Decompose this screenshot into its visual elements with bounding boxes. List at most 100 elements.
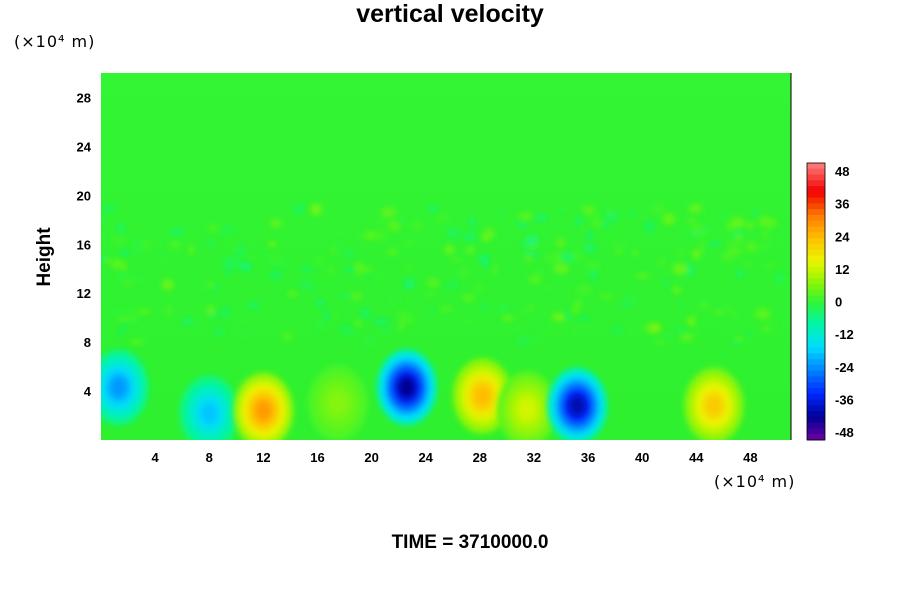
turbulence-speckle bbox=[745, 262, 752, 269]
turbulence-speckle bbox=[450, 257, 463, 262]
colorbar-segment bbox=[807, 307, 825, 314]
colorbar-segment bbox=[807, 359, 825, 366]
turbulence-speckle bbox=[345, 291, 361, 300]
turbulence-speckle bbox=[206, 281, 214, 290]
turbulence-speckle bbox=[574, 298, 582, 310]
y-tick-label: 16 bbox=[77, 237, 91, 252]
turbulence-speckle bbox=[376, 270, 388, 281]
colorbar-segment bbox=[807, 180, 825, 187]
colorbar-segment bbox=[807, 411, 825, 418]
turbulence-speckle bbox=[159, 254, 169, 260]
turbulence-speckle bbox=[651, 322, 662, 334]
colorbar-segment bbox=[807, 214, 825, 222]
turbulence-speckle bbox=[677, 249, 686, 257]
turbulence-speckle bbox=[691, 224, 697, 233]
turbulence-speckle bbox=[679, 333, 694, 342]
turbulence-speckle bbox=[373, 318, 390, 325]
turbulence-speckle bbox=[376, 218, 385, 228]
turbulence-speckle bbox=[425, 292, 436, 297]
turbulence-speckle bbox=[578, 316, 590, 321]
velocity-contour bbox=[705, 395, 722, 416]
turbulence-speckle bbox=[663, 279, 669, 289]
turbulence-speckle bbox=[333, 311, 339, 318]
velocity-contour bbox=[255, 400, 272, 421]
turbulence-speckle bbox=[364, 230, 377, 240]
turbulence-speckle bbox=[632, 250, 638, 256]
turbulence-speckle bbox=[532, 331, 539, 344]
turbulence-speckle bbox=[746, 222, 754, 228]
turbulence-speckle bbox=[556, 237, 565, 249]
turbulence-speckle bbox=[583, 241, 589, 246]
turbulence-speckle bbox=[282, 333, 292, 340]
colorbar-segment bbox=[807, 370, 825, 377]
turbulence-speckle bbox=[736, 269, 743, 279]
x-axis-unit: (×10⁴ m) bbox=[714, 472, 796, 491]
turbulence-speckle bbox=[462, 293, 476, 302]
turbulence-speckle bbox=[653, 203, 665, 215]
turbulence-speckle bbox=[658, 259, 664, 266]
turbulence-speckle bbox=[365, 335, 375, 346]
colorbar-segment bbox=[807, 336, 825, 343]
turbulence-speckle bbox=[753, 210, 759, 217]
turbulence-speckle bbox=[552, 312, 567, 322]
turbulence-speckle bbox=[117, 224, 124, 234]
turbulence-speckle bbox=[313, 257, 326, 266]
turbulence-speckle bbox=[103, 204, 115, 213]
turbulence-speckle bbox=[603, 210, 619, 222]
turbulence-speckle bbox=[346, 249, 354, 259]
turbulence-speckle bbox=[129, 339, 145, 345]
x-tick-label: 48 bbox=[743, 450, 757, 465]
feature-layer bbox=[101, 349, 744, 440]
turbulence-speckle bbox=[646, 227, 654, 234]
colorbar-tick-label: 36 bbox=[835, 197, 849, 212]
turbulence-speckle bbox=[261, 248, 267, 259]
colorbar-segment bbox=[807, 295, 825, 302]
plot-area bbox=[101, 73, 791, 440]
turbulence-speckle bbox=[497, 304, 510, 315]
turbulence-speckle bbox=[227, 258, 243, 268]
turbulence-speckle bbox=[726, 222, 735, 232]
colorbar-tick-label: 48 bbox=[835, 164, 849, 179]
turbulence-speckle bbox=[672, 263, 689, 275]
turbulence-speckle bbox=[686, 317, 696, 326]
turbulence-speckle bbox=[403, 278, 415, 289]
turbulence-speckle bbox=[765, 319, 777, 324]
velocity-contour bbox=[519, 399, 536, 420]
turbulence-speckle bbox=[224, 240, 240, 247]
colorbar-segment bbox=[807, 238, 825, 245]
colorbar-segment bbox=[807, 226, 825, 233]
turbulence-speckle bbox=[662, 213, 675, 225]
turbulence-speckle bbox=[141, 240, 151, 249]
turbulence-speckle bbox=[492, 264, 498, 276]
turbulence-speckle bbox=[585, 263, 601, 269]
turbulence-speckle bbox=[182, 317, 193, 325]
colorbar-segment bbox=[807, 186, 825, 193]
turbulence-speckle bbox=[189, 244, 194, 256]
y-tick-label: 8 bbox=[84, 335, 91, 350]
turbulence-speckle bbox=[774, 272, 785, 284]
turbulence-speckle bbox=[439, 306, 453, 313]
turbulence-speckle bbox=[388, 247, 397, 256]
turbulence-speckle bbox=[235, 245, 246, 258]
turbulence-speckle bbox=[461, 318, 474, 324]
colorbar-segment bbox=[807, 364, 825, 372]
turbulence-speckle bbox=[758, 243, 772, 250]
turbulence-speckle bbox=[169, 240, 182, 249]
colorbar-segment bbox=[807, 428, 825, 435]
turbulence-speckle bbox=[126, 275, 142, 284]
turbulence-speckle bbox=[744, 242, 759, 252]
turbulence-speckle bbox=[161, 279, 174, 291]
turbulence-speckle bbox=[107, 307, 123, 317]
turbulence-speckle bbox=[758, 216, 769, 226]
turbulence-speckle bbox=[582, 205, 595, 215]
turbulence-speckle bbox=[267, 241, 277, 248]
velocity-contour bbox=[398, 377, 415, 398]
turbulence-speckle bbox=[468, 217, 476, 228]
turbulence-speckle bbox=[111, 259, 123, 270]
turbulence-speckle bbox=[394, 215, 408, 224]
turbulence-speckle bbox=[500, 209, 505, 220]
turbulence-speckle bbox=[130, 244, 145, 254]
turbulence-speckle bbox=[339, 293, 352, 299]
y-tick-label: 20 bbox=[77, 188, 91, 203]
